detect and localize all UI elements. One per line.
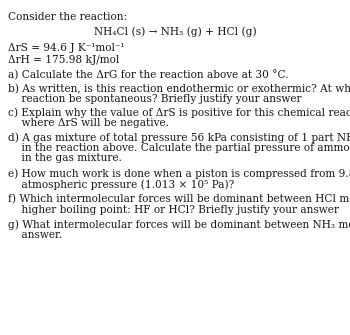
Text: ΔrH = 175.98 kJ/mol: ΔrH = 175.98 kJ/mol xyxy=(8,55,119,65)
Text: c) Explain why the value of ΔrS is positive for this chemical reaction. List two: c) Explain why the value of ΔrS is posit… xyxy=(8,108,350,118)
Text: answer.: answer. xyxy=(8,230,62,240)
Text: NH₄Cl (s) → NH₃ (g) + HCl (g): NH₄Cl (s) → NH₃ (g) + HCl (g) xyxy=(94,27,256,38)
Text: g) What intermolecular forces will be dominant between NH₃ molecules? Briefly ju: g) What intermolecular forces will be do… xyxy=(8,219,350,230)
Text: a) Calculate the ΔrG for the reaction above at 30 °C.: a) Calculate the ΔrG for the reaction ab… xyxy=(8,69,288,80)
Text: b) As written, is this reaction endothermic or exothermic? At what temperature w: b) As written, is this reaction endother… xyxy=(8,83,350,94)
Text: ΔrS = 94.6 J K⁻¹mol⁻¹: ΔrS = 94.6 J K⁻¹mol⁻¹ xyxy=(8,43,124,53)
Text: in the reaction above. Calculate the partial pressure of ammonia and hydrogen ch: in the reaction above. Calculate the par… xyxy=(8,143,350,153)
Text: reaction be spontaneous? Briefly justify your answer: reaction be spontaneous? Briefly justify… xyxy=(8,94,301,104)
Text: d) A gas mixture of total pressure 56 kPa consisting of 1 part NH₃ to 1 part HCl: d) A gas mixture of total pressure 56 kP… xyxy=(8,132,350,143)
Text: f) Which intermolecular forces will be dominant between HCl molecules? Which has: f) Which intermolecular forces will be d… xyxy=(8,194,350,204)
Text: where ΔrS will be negative.: where ΔrS will be negative. xyxy=(8,118,169,128)
Text: in the gas mixture.: in the gas mixture. xyxy=(8,153,121,163)
Text: e) How much work is done when a piston is compressed from 9.87 L to 2.56 L under: e) How much work is done when a piston i… xyxy=(8,169,350,179)
Text: atmospheric pressure (1.013 × 10⁵ Pa)?: atmospheric pressure (1.013 × 10⁵ Pa)? xyxy=(8,179,234,190)
Text: Consider the reaction:: Consider the reaction: xyxy=(8,12,127,22)
Text: higher boiling point: HF or HCl? Briefly justify your answer: higher boiling point: HF or HCl? Briefly… xyxy=(8,205,338,215)
